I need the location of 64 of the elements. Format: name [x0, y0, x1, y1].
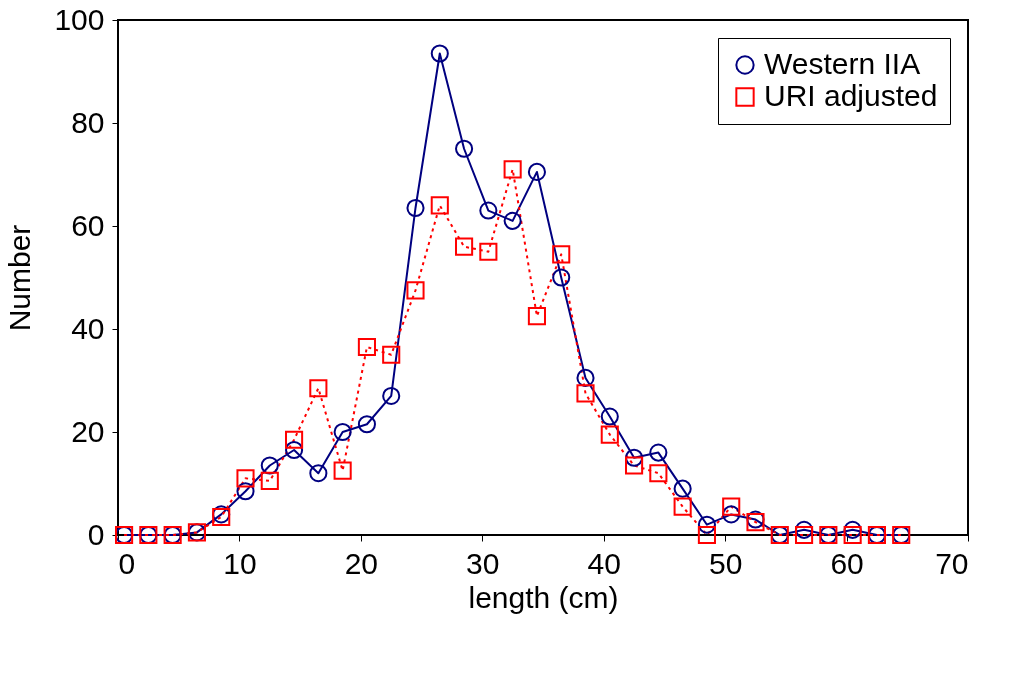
point — [503, 160, 522, 179]
point — [576, 384, 595, 403]
point — [673, 497, 692, 516]
point — [697, 515, 716, 534]
point — [236, 469, 255, 488]
point — [333, 461, 352, 480]
point — [843, 525, 862, 545]
point — [503, 211, 522, 230]
point — [649, 464, 668, 483]
y-tick-label: 0 — [87, 517, 105, 551]
y-tick-label: 80 — [71, 105, 105, 139]
point — [285, 430, 304, 449]
point — [843, 520, 862, 539]
x-tick-label: 20 — [344, 546, 379, 580]
legend-label: Western IIA — [764, 47, 921, 80]
y-axis-title: Number — [3, 224, 37, 332]
point — [673, 479, 692, 498]
point — [309, 379, 328, 398]
point — [455, 237, 474, 256]
point — [600, 407, 619, 426]
x-tick-label: 60 — [830, 546, 864, 580]
point — [430, 44, 449, 63]
x-tick-label: 70 — [935, 546, 969, 580]
x-tick-label: 50 — [708, 546, 743, 580]
point — [722, 505, 741, 524]
point — [625, 456, 644, 475]
point — [382, 345, 401, 364]
x-axis-title: length (cm) — [468, 580, 619, 614]
y-tick-label: 40 — [71, 311, 105, 345]
point — [357, 415, 376, 434]
point — [697, 525, 716, 545]
point — [479, 201, 498, 220]
point — [552, 268, 571, 287]
point — [722, 497, 741, 516]
point — [625, 448, 644, 467]
point — [795, 520, 814, 539]
point — [552, 245, 571, 264]
y-tick-label: 20 — [71, 414, 105, 448]
point — [382, 386, 401, 405]
point — [455, 139, 474, 158]
point — [649, 443, 668, 462]
point — [527, 307, 546, 326]
point — [357, 337, 376, 357]
point — [406, 281, 425, 300]
point — [600, 425, 619, 444]
point — [795, 525, 814, 545]
point — [236, 482, 255, 501]
point — [309, 464, 328, 483]
x-tick-label: 40 — [587, 546, 621, 580]
legend-label: URI adjusted — [764, 79, 938, 112]
point — [260, 456, 279, 475]
x-tick-label: 30 — [466, 546, 500, 580]
point — [527, 162, 546, 181]
point — [333, 422, 352, 442]
point — [576, 368, 595, 387]
point — [479, 242, 498, 261]
point — [285, 440, 304, 460]
x-tick-label: 0 — [118, 546, 136, 580]
point — [260, 471, 279, 490]
point — [430, 196, 449, 215]
y-tick-label: 60 — [71, 208, 105, 242]
y-tick-label: 100 — [54, 2, 105, 36]
x-tick-label: 10 — [223, 546, 257, 580]
point — [406, 198, 425, 218]
